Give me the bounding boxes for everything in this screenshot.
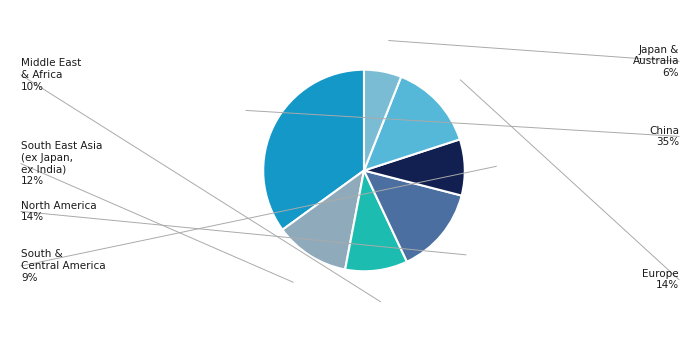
Wedge shape (263, 70, 364, 230)
Wedge shape (364, 77, 460, 170)
Text: South &
Central America
9%: South & Central America 9% (21, 249, 106, 283)
Text: Europe
14%: Europe 14% (643, 269, 679, 291)
Text: China
35%: China 35% (649, 125, 679, 147)
Wedge shape (364, 70, 401, 170)
Text: Japan &
Australia
6%: Japan & Australia 6% (633, 45, 679, 78)
Text: North America
14%: North America 14% (21, 201, 97, 222)
Wedge shape (345, 170, 407, 271)
Wedge shape (364, 170, 461, 262)
Wedge shape (283, 170, 364, 269)
Text: Middle East
& Africa
10%: Middle East & Africa 10% (21, 58, 81, 92)
Text: South East Asia
(ex Japan,
ex India)
12%: South East Asia (ex Japan, ex India) 12% (21, 141, 102, 186)
Wedge shape (364, 139, 465, 196)
